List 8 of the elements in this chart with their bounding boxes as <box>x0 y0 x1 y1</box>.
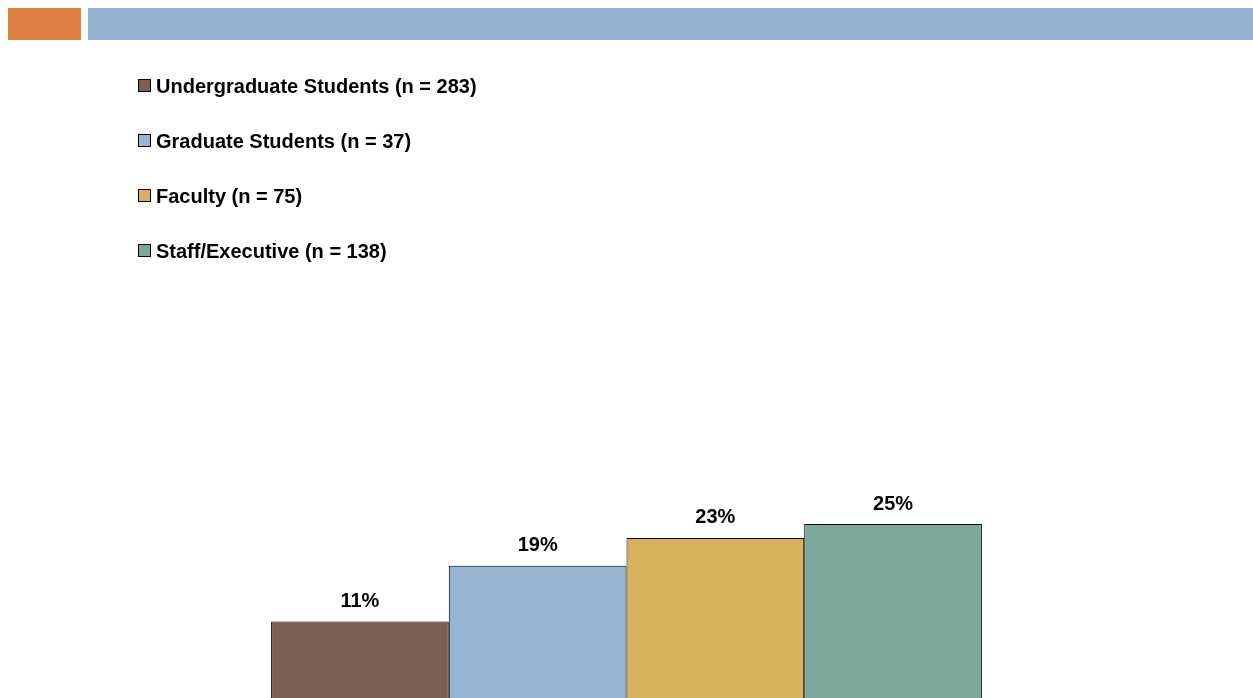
data-label: 25% <box>873 491 914 514</box>
legend-label: Graduate Students (n = 37) <box>156 128 412 154</box>
legend-label: Staff/Executive (n = 138) <box>156 238 387 264</box>
data-label: 23% <box>695 505 736 528</box>
data-label: 19% <box>517 533 558 556</box>
legend-label: Faculty (n = 75) <box>156 183 303 209</box>
legend-label: Undergraduate Students (n = 283) <box>156 73 477 99</box>
data-label: 11% <box>340 588 380 611</box>
